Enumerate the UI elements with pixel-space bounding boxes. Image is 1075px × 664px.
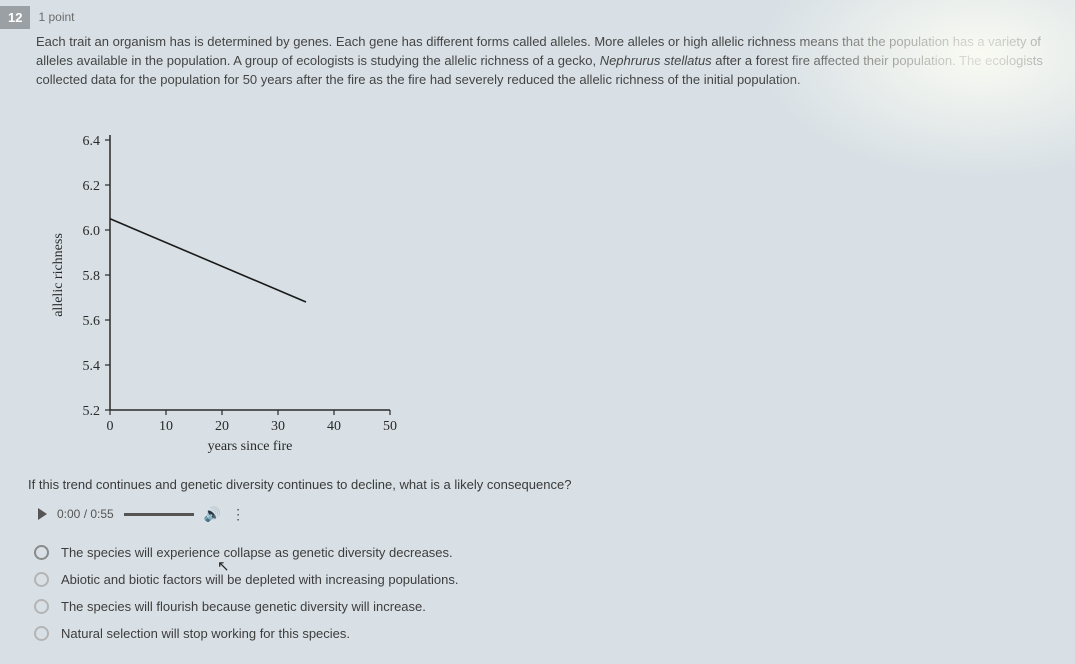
option-c[interactable]: The species will flourish because geneti… bbox=[34, 599, 1075, 614]
audio-player[interactable]: 0:00 / 0:55 🔊 ⋮ bbox=[0, 492, 1075, 523]
svg-text:0: 0 bbox=[107, 419, 114, 434]
svg-text:allelic richness: allelic richness bbox=[51, 233, 66, 317]
answer-options: The species will experience collapse as … bbox=[0, 523, 1075, 641]
question-text: Each trait an organism has is determined… bbox=[0, 29, 1075, 90]
more-icon[interactable]: ⋮ bbox=[231, 506, 244, 523]
species-name: Nephrurus stellatus bbox=[600, 53, 712, 68]
question-header: 12 1 point bbox=[0, 0, 1075, 29]
svg-text:40: 40 bbox=[327, 419, 341, 434]
followup-question: If this trend continues and genetic dive… bbox=[0, 465, 1075, 492]
question-points: 1 point bbox=[38, 6, 74, 24]
play-icon[interactable] bbox=[38, 508, 47, 520]
radio-icon[interactable] bbox=[34, 599, 49, 614]
svg-text:5.2: 5.2 bbox=[83, 404, 101, 419]
option-label: Natural selection will stop working for … bbox=[61, 626, 350, 641]
option-label: The species will flourish because geneti… bbox=[61, 599, 426, 614]
radio-icon[interactable] bbox=[34, 572, 49, 587]
radio-icon[interactable] bbox=[34, 545, 49, 560]
svg-text:5.4: 5.4 bbox=[83, 359, 101, 374]
svg-text:50: 50 bbox=[383, 419, 397, 434]
option-label: Abiotic and biotic factors will be deple… bbox=[61, 572, 458, 587]
svg-text:6.4: 6.4 bbox=[83, 134, 101, 149]
svg-text:20: 20 bbox=[215, 419, 229, 434]
audio-time: 0:00 / 0:55 bbox=[57, 507, 114, 521]
svg-text:10: 10 bbox=[159, 419, 173, 434]
radio-icon[interactable] bbox=[34, 626, 49, 641]
option-d[interactable]: Natural selection will stop working for … bbox=[34, 626, 1075, 641]
svg-text:years since fire: years since fire bbox=[208, 439, 293, 454]
svg-text:5.8: 5.8 bbox=[83, 269, 101, 284]
option-label: The species will experience collapse as … bbox=[61, 545, 453, 560]
svg-text:6.2: 6.2 bbox=[83, 179, 101, 194]
audio-track[interactable] bbox=[124, 513, 194, 516]
volume-icon[interactable]: 🔊 bbox=[204, 506, 221, 523]
question-number: 12 bbox=[0, 6, 30, 29]
option-a[interactable]: The species will experience collapse as … bbox=[34, 545, 1075, 560]
allelic-richness-chart: 5.2 5.4 5.6 5.8 6.0 6.2 6.4 0 10 20 30 40 50 years si… bbox=[30, 120, 410, 460]
chart-container: 5.2 5.4 5.6 5.8 6.0 6.2 6.4 0 10 20 30 40 50 years si… bbox=[30, 120, 1075, 465]
svg-text:30: 30 bbox=[271, 419, 285, 434]
svg-text:5.6: 5.6 bbox=[83, 314, 101, 329]
option-b[interactable]: Abiotic and biotic factors will be deple… bbox=[34, 572, 1075, 587]
svg-text:6.0: 6.0 bbox=[83, 224, 101, 239]
